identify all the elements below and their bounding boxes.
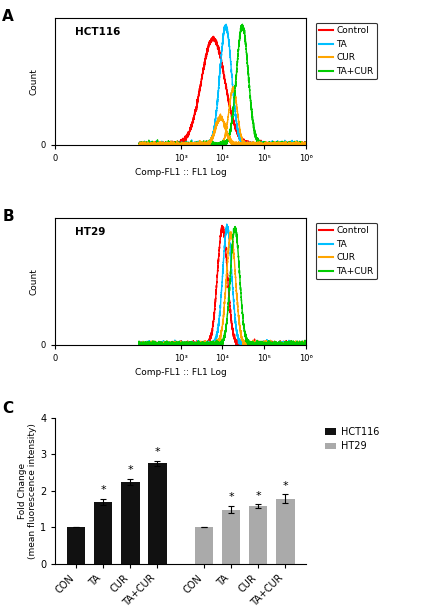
Text: *: * [255, 491, 261, 501]
Y-axis label: Count: Count [29, 268, 38, 295]
Text: *: * [228, 493, 234, 502]
Bar [222, 510, 240, 564]
Y-axis label: Count: Count [29, 68, 38, 95]
Text: HCT116: HCT116 [75, 27, 121, 37]
Legend: Control, TA, CUR, TA+CUR: Control, TA, CUR, TA+CUR [315, 22, 377, 79]
Legend: Control, TA, CUR, TA+CUR: Control, TA, CUR, TA+CUR [315, 222, 377, 279]
X-axis label: Comp-FL1 :: FL1 Log: Comp-FL1 :: FL1 Log [135, 168, 227, 178]
X-axis label: Comp-FL1 :: FL1 Log: Comp-FL1 :: FL1 Log [135, 368, 227, 378]
Text: *: * [283, 481, 288, 491]
Bar [121, 482, 139, 564]
Bar [67, 527, 85, 564]
Text: *: * [128, 465, 133, 475]
Text: HT29: HT29 [75, 227, 106, 237]
Bar [276, 499, 295, 564]
Y-axis label: Fold Change
(mean fluorescence intensity): Fold Change (mean fluorescence intensity… [18, 423, 37, 559]
Text: A: A [2, 9, 14, 24]
Bar [195, 527, 213, 564]
Bar [148, 464, 167, 564]
Text: *: * [100, 485, 106, 495]
Bar [249, 506, 267, 564]
Bar [94, 502, 112, 564]
Text: C: C [2, 401, 13, 416]
Text: B: B [2, 209, 14, 224]
Legend: HCT116, HT29: HCT116, HT29 [321, 423, 384, 455]
Text: *: * [155, 447, 160, 457]
